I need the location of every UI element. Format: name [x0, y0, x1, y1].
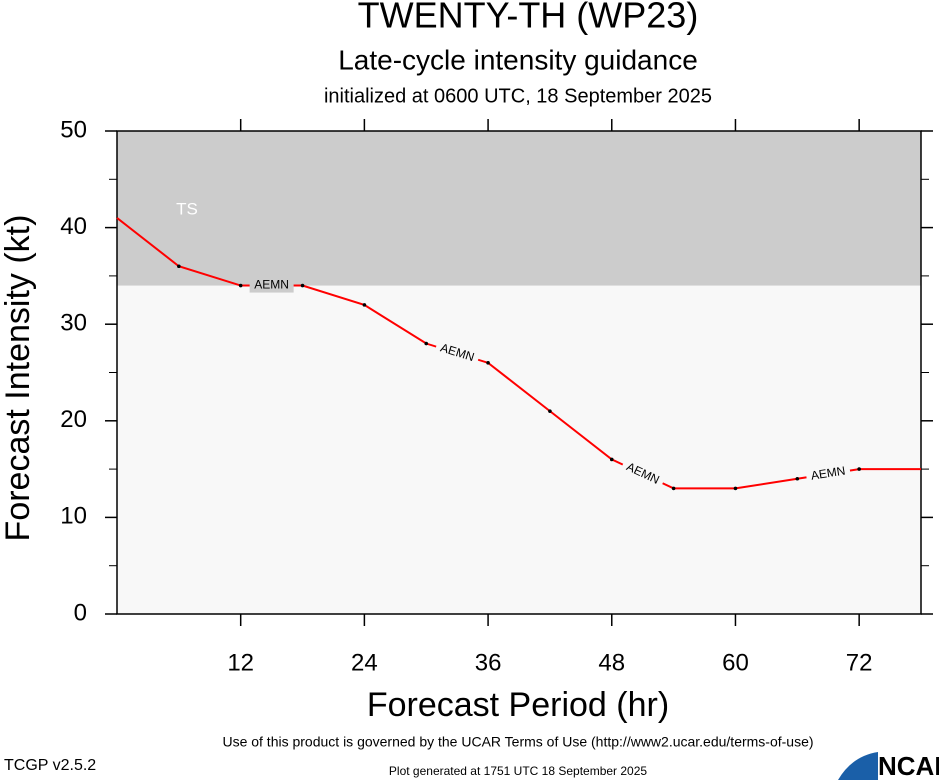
- y-axis-title: Forecast Intensity (kt): [0, 215, 37, 542]
- generated-note: Plot generated at 1751 UTC 18 September …: [389, 764, 647, 778]
- chart-subtitle: Late-cycle intensity guidance: [338, 44, 698, 75]
- line-label: AEMN: [810, 464, 846, 483]
- x-tick-label: 12: [227, 649, 254, 676]
- line-label-bg: [249, 278, 294, 293]
- logo: NCAR: [878, 751, 939, 780]
- chart-title: TWENTY-TH (WP23): [358, 0, 699, 36]
- data-point: [857, 467, 861, 471]
- data-point: [671, 486, 676, 491]
- line-label: AEMN: [254, 278, 289, 292]
- data-point: [486, 361, 490, 365]
- y-tick-label: 50: [60, 116, 87, 143]
- data-point: [424, 341, 429, 346]
- terms-note: Use of this product is governed by the U…: [222, 734, 813, 750]
- y-tick-label: 20: [60, 406, 87, 433]
- data-point: [177, 264, 181, 269]
- y-tick-label: 0: [74, 599, 87, 626]
- x-tick-label: 24: [351, 649, 378, 676]
- x-tick-label: 36: [475, 649, 502, 676]
- intensity-band: [117, 131, 921, 286]
- data-point: [238, 283, 243, 288]
- data-point: [609, 457, 614, 462]
- version: TCGP v2.5.2: [4, 757, 96, 774]
- y-tick-label: 10: [60, 503, 87, 530]
- x-tick-label: 72: [846, 649, 873, 676]
- y-tick-label: 40: [60, 213, 87, 240]
- line-label-bg: [619, 458, 666, 490]
- line-label-bg: [805, 463, 852, 485]
- chart-init: initialized at 0600 UTC, 18 September 20…: [324, 85, 712, 107]
- x-tick-label: 48: [598, 649, 625, 676]
- band-label: TS: [176, 199, 198, 218]
- y-tick-label: 30: [60, 310, 87, 337]
- x-tick-label: 60: [722, 649, 749, 676]
- data-point: [362, 303, 367, 307]
- data-point: [795, 476, 800, 481]
- data-point: [548, 409, 552, 413]
- x-axis-title: Forecast Period (hr): [367, 686, 669, 724]
- data-point: [300, 283, 305, 288]
- line-label-bg: [434, 339, 481, 367]
- logo-mark: [838, 752, 878, 780]
- data-point: [733, 486, 738, 491]
